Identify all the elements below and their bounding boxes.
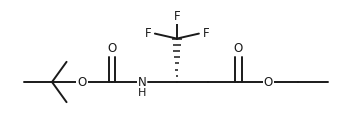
Text: F: F — [144, 27, 151, 40]
Text: O: O — [107, 42, 116, 55]
Text: F: F — [173, 10, 180, 23]
Text: F: F — [202, 27, 209, 40]
Text: N: N — [137, 76, 146, 88]
Text: O: O — [264, 76, 273, 88]
Text: H: H — [138, 88, 146, 98]
Text: O: O — [234, 42, 243, 55]
Text: O: O — [77, 76, 87, 88]
